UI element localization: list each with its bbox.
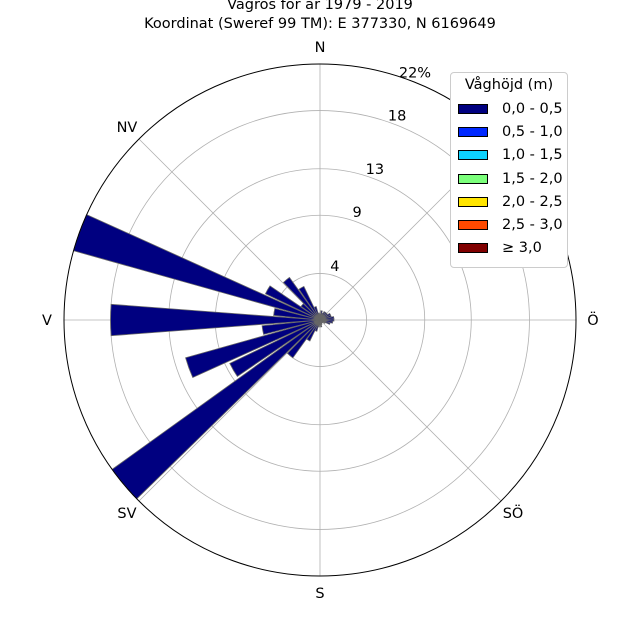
sector-bar: [111, 319, 321, 500]
sector-bar: [110, 303, 321, 337]
radial-tick-label: 13: [366, 162, 384, 178]
legend-entry: 2,0 - 2,5: [451, 190, 567, 213]
outer-ring: [63, 63, 577, 577]
chart-title-line-2: Koordinat (Sweref 99 TM): E 377330, N 61…: [144, 16, 496, 32]
legend-entry: ≥ 3,0: [451, 237, 567, 260]
grid-spoke: [138, 138, 321, 321]
direction-label-S: S: [315, 586, 324, 602]
direction-label-NV: NV: [117, 120, 138, 136]
sector-bar: [286, 319, 321, 359]
direction-label-SÖ: SÖ: [503, 504, 524, 522]
chart-title: Vågros för år 1979 - 2019 Koordinat (Swe…: [0, 0, 640, 34]
legend-swatch: [458, 150, 488, 161]
legend-entry: 1,0 - 1,5: [451, 144, 567, 167]
direction-label-N: N: [315, 40, 326, 56]
sector-bar: [261, 319, 321, 335]
sector-bar: [313, 306, 321, 321]
legend-label: 1,0 - 1,5: [502, 147, 563, 164]
legend-entry: 0,5 - 1,0: [451, 120, 567, 143]
sector-bar: [73, 214, 321, 321]
legend-label: 2,0 - 2,5: [502, 193, 563, 210]
sector-bar: [298, 285, 321, 321]
legend-swatch: [458, 196, 488, 207]
legend-entry: 1,5 - 2,0: [451, 167, 567, 190]
sector-bar: [317, 312, 321, 321]
sector-bar: [264, 285, 321, 321]
legend-label: ≥ 3,0: [502, 240, 542, 257]
radial-tick-label: 9: [352, 205, 361, 221]
direction-label-SV: SV: [117, 506, 136, 522]
grid-spoke: [319, 319, 502, 502]
legend-label: 1,5 - 2,0: [502, 170, 563, 187]
legend-swatch: [458, 126, 488, 137]
legend-swatch: [458, 173, 488, 184]
legend: Våghöjd (m) 0,0 - 0,5 0,5 - 1,0 1,0 - 1,5 1…: [450, 72, 568, 268]
direction-label-V: V: [42, 313, 52, 329]
sector-bars: [73, 214, 335, 500]
legend-label: 0,0 - 0,5: [502, 100, 563, 117]
radial-tick-labels: 4 9 13 18 22%: [330, 65, 431, 275]
legend-entries: 0,0 - 0,5 0,5 - 1,0 1,0 - 1,5 1,5 - 2,0 2,0 …: [451, 97, 567, 260]
legend-entry: 0,0 - 0,5: [451, 97, 567, 120]
legend-entry: 2,5 - 3,0: [451, 213, 567, 236]
polar-grid: [64, 64, 576, 576]
chart-title-line-1: Vågros för år 1979 - 2019: [227, 0, 413, 13]
legend-swatch: [458, 220, 488, 231]
radial-tick-label: 4: [330, 259, 339, 275]
legend-label: 0,5 - 1,0: [502, 123, 563, 140]
legend-title: Våghöjd (m): [464, 77, 554, 93]
radial-tick-label: 22%: [399, 65, 431, 81]
legend-label: 2,5 - 3,0: [502, 217, 563, 234]
sector-bar: [229, 319, 321, 377]
legend-swatch: [458, 243, 488, 254]
grid-spoke: [138, 319, 321, 502]
sector-bar: [319, 318, 335, 322]
sector-bar: [282, 276, 321, 321]
direction-label-Ö: Ö: [587, 311, 598, 329]
sector-bar: [185, 319, 321, 378]
radial-tick-label: 18: [388, 108, 406, 124]
sector-bar: [300, 303, 321, 321]
legend-swatch: [458, 103, 488, 114]
